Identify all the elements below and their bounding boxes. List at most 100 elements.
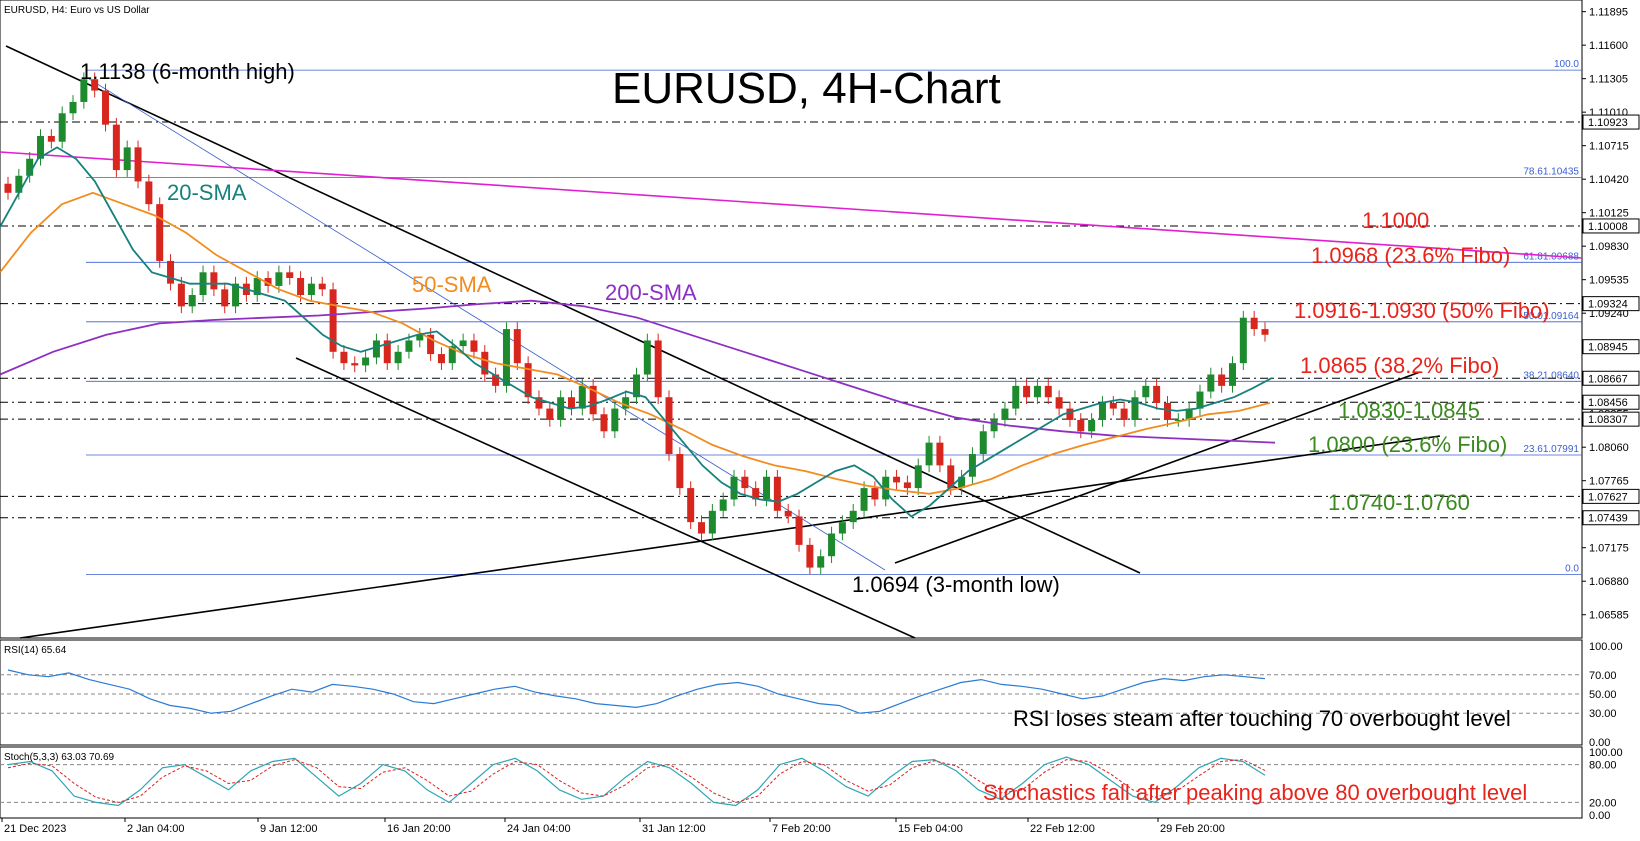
candle-body [481,351,489,375]
price-label-text: 1.07439 [1588,513,1628,525]
candle-body [4,183,12,193]
candle-body [990,419,998,432]
candle-body [26,158,34,176]
level-10800-label: 1.0800 (23.6% Fibo) [1308,432,1507,457]
candle-body [513,329,521,364]
price-axis: 1.118951.116001.113051.110101.107151.104… [1582,7,1629,622]
candle-body [145,181,153,205]
rsi-panel-frame [0,639,1583,746]
stoch-tick-label: 0.00 [1589,810,1610,822]
candle-body [188,295,196,307]
candle-body [567,397,575,409]
price-label-box [1582,296,1640,312]
candle-body [1131,397,1139,420]
price-tick-label: 1.11305 [1589,74,1628,86]
candle-body [763,476,771,500]
candle-body [925,442,933,466]
price-label-box [1582,218,1640,234]
candle-body [1261,329,1269,335]
candle-body [1033,385,1041,398]
price-label-box [1582,394,1640,410]
chart-title: EURUSD, 4H-Chart [612,64,1001,113]
candle-body [275,272,283,286]
sma20-label: 20-SMA [167,180,247,205]
fibo-label: 61.81.09688 [1523,251,1579,262]
candle-body [828,533,836,557]
candle-body [1077,419,1085,432]
price-tick-label: 1.10420 [1589,174,1629,186]
candle-body [167,260,175,284]
candle-body [676,454,684,489]
candle-body [719,499,727,511]
rsi-line [7,669,1266,714]
rsi-tick-label: 30.00 [1589,708,1617,720]
rsi-label: RSI(14) 65.64 [4,645,67,656]
price-label-text: 1.10923 [1588,117,1628,129]
candle-body [947,465,955,489]
fibo-label: 38.21.08640 [1523,370,1579,381]
candle-body [893,476,901,483]
time-tick-label: 9 Jan 12:00 [260,823,318,835]
candle-body [849,510,857,523]
candle-body [1196,391,1204,409]
price-label-box [1582,411,1640,427]
candle-body [578,385,586,409]
candle-body [1207,374,1215,392]
candle-body [405,340,413,352]
candle-body [1012,385,1020,409]
sma50-label: 50-SMA [412,272,492,297]
stoch-note: Stochastics fall after peaking above 80 … [983,780,1527,805]
price-tick-label: 1.09535 [1589,275,1629,287]
candle-body [773,476,781,511]
candle-body [752,488,760,500]
price-tick-label: 1.07175 [1589,543,1629,555]
price-tick-label: 1.11600 [1589,40,1628,52]
candle-body [1023,385,1031,398]
candle-body [958,476,966,489]
price-tick-label: 1.07765 [1589,476,1629,488]
candle-body [340,351,348,364]
candle-body [297,277,305,296]
price-label-box [1582,339,1640,355]
moving-averages [0,146,1276,518]
level-10830-label: 1.0830-1.0845 [1338,398,1480,423]
candle-body [47,136,55,142]
candle-body [134,147,142,182]
candle-body [1098,402,1106,420]
candle-body [1044,385,1052,398]
candle-body [1163,402,1171,420]
fibo-label: 100.0 [1554,59,1579,70]
price-tick-label: 1.08060 [1589,442,1629,454]
candle-body [37,136,45,159]
price-label-text: 1.09324 [1588,299,1628,311]
price-tick-label: 1.06585 [1589,610,1629,622]
level-10865-label: 1.0865 (38.2% Fibo) [1300,353,1499,378]
candle-body [687,488,695,523]
symbol-label: EURUSD, H4: Euro vs US Dollar [4,5,150,16]
candle-body [1250,317,1258,330]
low-annotation: 1.0694 (3-month low) [852,572,1060,597]
candle-body [177,283,185,307]
fibo-label: 23.61.07991 [1523,444,1579,455]
candle-body [1174,419,1182,421]
magenta-trendline [0,151,1583,259]
candle-body [741,476,749,489]
level-1100-label: 1.1000 [1362,208,1429,233]
stoch-main-line [7,756,1266,807]
candle-body [817,556,825,568]
sma50-line [0,191,1271,495]
candle-body [69,101,77,114]
candle-body [112,124,120,171]
candle-body [633,374,640,398]
time-tick-label: 15 Feb 04:00 [898,823,963,835]
candle-body [535,397,543,409]
candle-body [286,272,294,278]
candle-body [600,414,608,432]
level-10916-label: 1.0916-1.0930 (50% Fibo) [1294,298,1550,323]
level-10740-label: 1.0740-1.0760 [1328,490,1470,515]
time-tick-label: 24 Jan 04:00 [507,823,571,835]
price-label-text: 1.08667 [1588,373,1628,385]
candle-body [611,408,619,432]
